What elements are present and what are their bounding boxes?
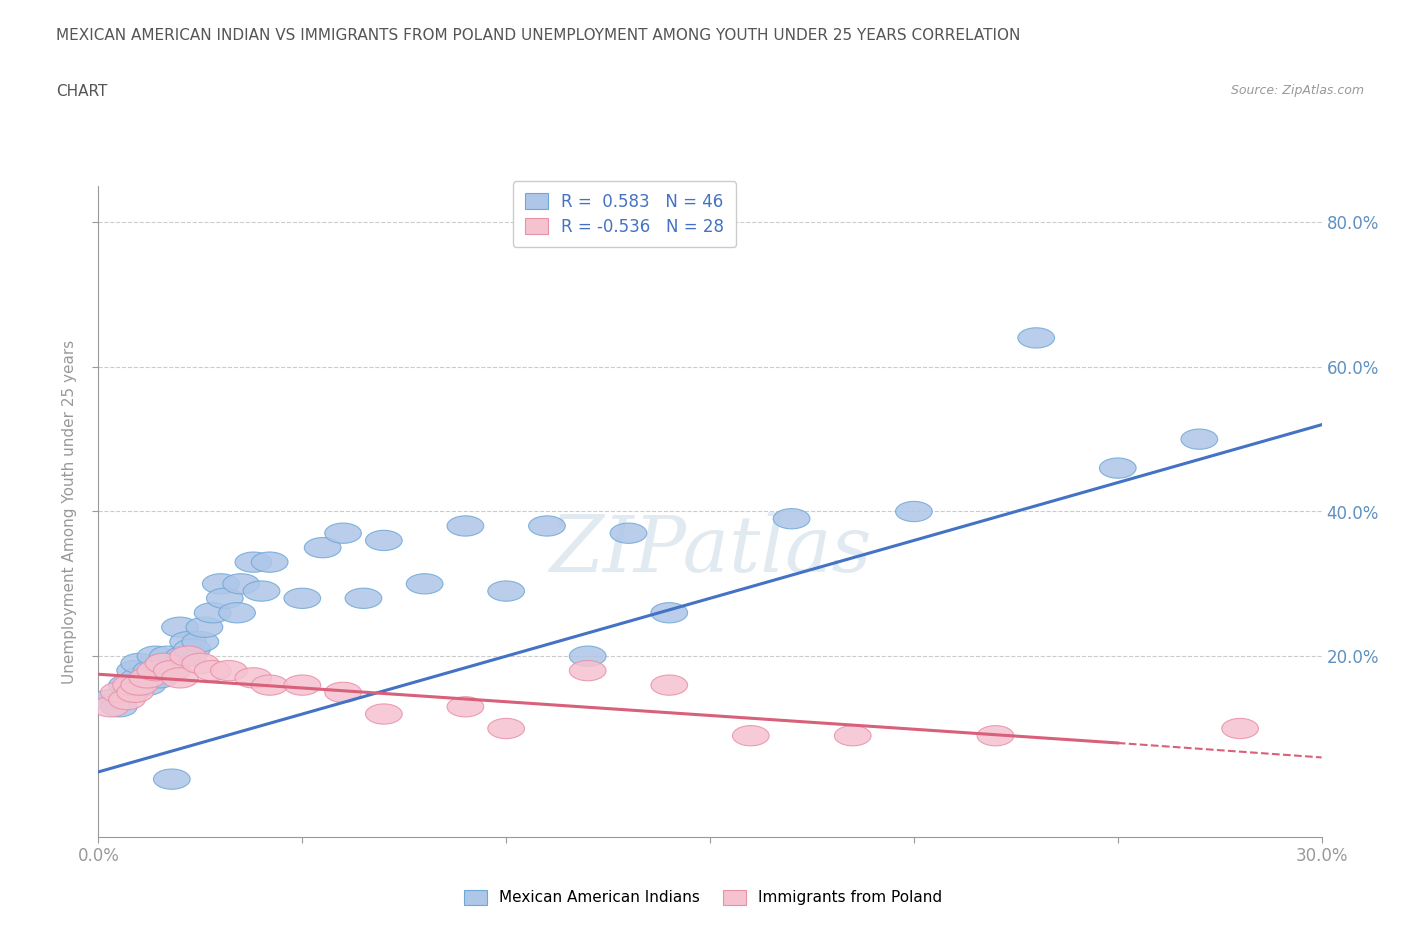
Text: MEXICAN AMERICAN INDIAN VS IMMIGRANTS FROM POLAND UNEMPLOYMENT AMONG YOUTH UNDER: MEXICAN AMERICAN INDIAN VS IMMIGRANTS FR… <box>56 28 1021 43</box>
Y-axis label: Unemployment Among Youth under 25 years: Unemployment Among Youth under 25 years <box>62 339 77 684</box>
Text: CHART: CHART <box>56 84 108 99</box>
Text: Source: ZipAtlas.com: Source: ZipAtlas.com <box>1230 84 1364 97</box>
Legend: Mexican American Indians, Immigrants from Poland: Mexican American Indians, Immigrants fro… <box>457 883 949 913</box>
Text: ZIPatlas: ZIPatlas <box>548 512 872 589</box>
Legend: R =  0.583   N = 46, R = -0.536   N = 28: R = 0.583 N = 46, R = -0.536 N = 28 <box>513 181 735 247</box>
